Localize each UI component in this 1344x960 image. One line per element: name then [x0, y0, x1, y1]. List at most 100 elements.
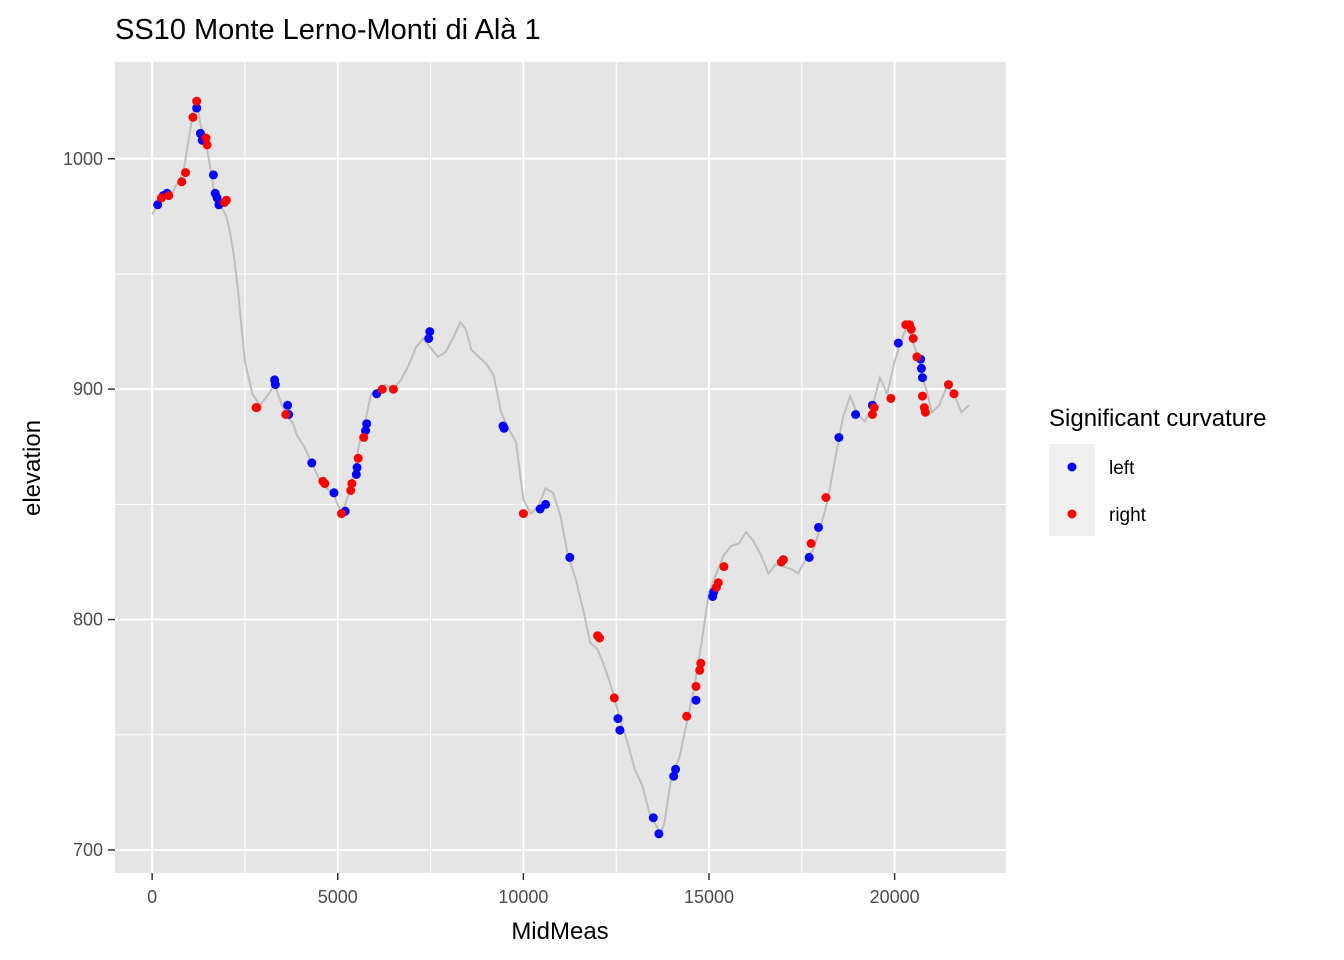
point-left [654, 829, 664, 839]
y-tick-label: 800 [73, 610, 103, 630]
point-right [908, 334, 918, 343]
point-right [949, 389, 959, 399]
point-right [869, 403, 879, 413]
point-right [918, 391, 927, 401]
y-tick-label: 700 [73, 840, 103, 860]
legend-title: Significant curvature [1049, 405, 1266, 432]
point-left [565, 552, 575, 562]
point-right [252, 403, 262, 413]
point-right [719, 562, 729, 572]
y-axis-title: elevation [19, 420, 46, 516]
point-left [499, 423, 509, 433]
legend-label-left: left [1109, 458, 1135, 479]
point-left [212, 193, 222, 203]
point-right [221, 195, 231, 205]
point-right [867, 410, 877, 419]
point-right [696, 658, 706, 668]
x-axis-title: MidMeas [511, 918, 608, 945]
x-tick-label: 10000 [498, 887, 548, 907]
y-tick-label: 900 [73, 379, 103, 399]
point-left [424, 334, 434, 343]
point-left [615, 725, 625, 735]
point-left [804, 552, 814, 562]
legend-key-background [1049, 444, 1095, 536]
point-right [609, 693, 619, 703]
point-right [886, 393, 896, 403]
point-right [595, 633, 604, 643]
x-axis: 0 5000 10000 15000 20000 [147, 873, 920, 907]
point-left [834, 433, 844, 442]
point-right [920, 407, 930, 417]
point-left [916, 363, 926, 373]
point-right [821, 493, 831, 502]
point-left [283, 400, 293, 410]
point-right [177, 177, 187, 187]
legend-entries: left right [1067, 458, 1147, 526]
point-left [648, 813, 658, 823]
point-right [188, 112, 198, 122]
minor-grid [115, 62, 1006, 873]
point-left [691, 695, 701, 705]
point-left [671, 764, 681, 774]
legend-label-right: right [1109, 505, 1147, 526]
y-tick-label: 1000 [63, 149, 103, 169]
point-right [201, 133, 211, 143]
point-right [320, 479, 330, 489]
point-right [359, 433, 369, 442]
point-right [518, 509, 528, 519]
point-right [164, 191, 174, 201]
point-left [329, 488, 339, 498]
legend-key-left [1067, 462, 1077, 472]
point-right [944, 380, 953, 390]
point-left [814, 522, 823, 532]
point-left [361, 426, 371, 436]
point-right [353, 453, 363, 463]
point-right [346, 486, 356, 495]
point-right [806, 539, 816, 548]
point-right [912, 352, 922, 362]
point-right [778, 555, 788, 565]
point-left [351, 469, 361, 479]
plot-panel [115, 62, 1006, 873]
point-right [337, 509, 346, 519]
point-right [691, 681, 701, 691]
x-tick-label: 5000 [318, 887, 358, 907]
point-left [192, 103, 202, 113]
point-left [918, 373, 927, 383]
point-left [613, 714, 623, 724]
point-left [362, 419, 372, 429]
point-right [695, 665, 705, 675]
x-tick-label: 15000 [684, 887, 734, 907]
point-right [377, 384, 387, 394]
point-right [388, 384, 398, 394]
point-right [682, 711, 692, 721]
point-right [181, 168, 190, 178]
point-right [713, 578, 723, 588]
point-left [851, 410, 861, 419]
point-left [425, 327, 435, 337]
point-right [192, 96, 202, 106]
point-right [156, 193, 166, 203]
curvature-points [153, 96, 959, 839]
point-right [281, 410, 291, 419]
x-tick-label: 20000 [870, 887, 920, 907]
point-left [669, 771, 679, 781]
point-right [202, 140, 212, 150]
legend: Significant curvature left right [1049, 405, 1266, 536]
x-tick-label: 0 [147, 887, 157, 907]
point-left [541, 499, 551, 509]
point-left [208, 170, 218, 180]
point-right [906, 324, 916, 334]
point-left [153, 200, 163, 210]
point-left [307, 458, 317, 468]
point-left [893, 338, 903, 348]
elevation-profile-line [151, 100, 970, 837]
point-right [347, 479, 357, 489]
point-left [352, 463, 362, 472]
point-left [270, 380, 280, 390]
y-axis: 700 800 900 1000 [63, 149, 115, 860]
major-grid [115, 62, 1006, 873]
legend-key-right [1067, 509, 1077, 519]
chart-title: SS10 Monte Lerno-Monti di Alà 1 [115, 14, 541, 46]
